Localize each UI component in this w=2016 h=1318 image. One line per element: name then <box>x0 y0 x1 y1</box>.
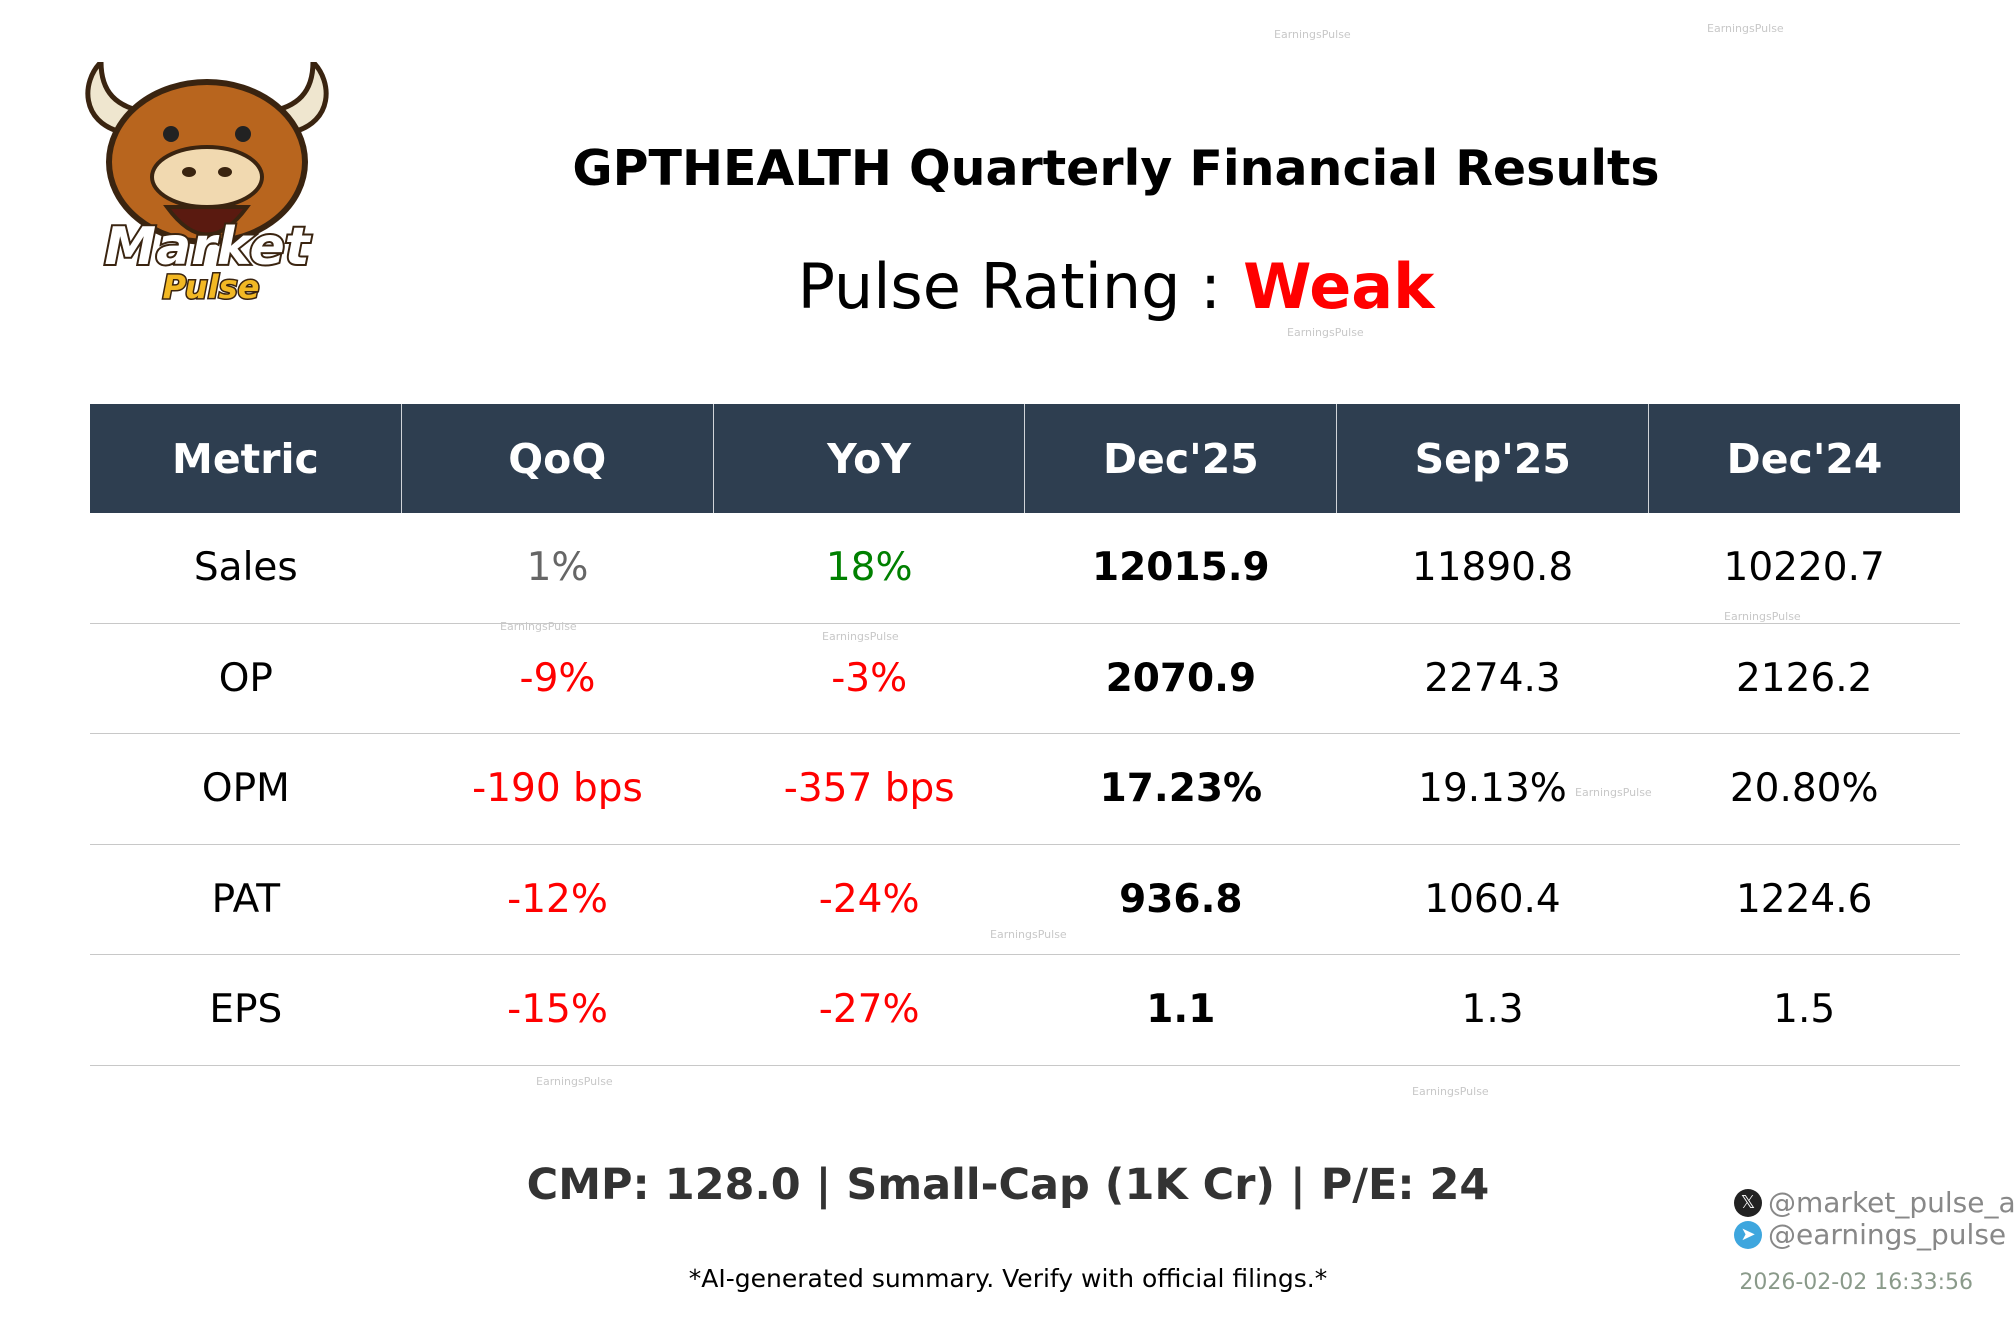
table-cell: 2070.9 <box>1105 655 1257 701</box>
summary: CMP: 128.0 | Small-Cap (1K Cr) | P/E: 24 <box>526 1160 1490 1210</box>
table-cell: 1.3 <box>1461 987 1524 1033</box>
rating-value: Weak <box>1243 250 1435 323</box>
logo: Market Pulse <box>85 62 329 308</box>
handle: @earnings_pulse <box>1768 1218 2007 1251</box>
watermark: EarningsPulse <box>990 928 1067 941</box>
table-cell: 936.8 <box>1119 876 1243 922</box>
table-cell: 19.13% <box>1418 766 1567 812</box>
table-cell: 2126.2 <box>1735 655 1873 701</box>
table-cell: 1224.6 <box>1735 876 1873 922</box>
watermark: EarningsPulse <box>1274 28 1351 41</box>
watermark: EarningsPulse <box>536 1075 613 1088</box>
table-cell: -9% <box>519 655 596 701</box>
column-header: Sep'25 <box>1337 404 1650 513</box>
watermark: EarningsPulse <box>1412 1085 1489 1098</box>
table-cell: 10220.7 <box>1723 545 1885 591</box>
watermark: EarningsPulse <box>822 630 899 643</box>
table-cell: 12015.9 <box>1092 545 1270 591</box>
table-row: Sales 1% 18% 12015.9 11890.8 10220.7 <box>90 513 1960 624</box>
table-cell: -27% <box>818 987 920 1033</box>
table-cell: 1% <box>526 545 589 591</box>
column-header: Dec'25 <box>1025 404 1338 513</box>
social-x: 𝕏 @market_pulse_ai <box>1734 1186 2016 1219</box>
table-cell: -15% <box>507 987 608 1033</box>
x-icon: 𝕏 <box>1734 1188 1762 1217</box>
timestamp: 2026-02-02 16:33:56 <box>1739 1270 1973 1295</box>
telegram-icon: ➤ <box>1734 1220 1762 1249</box>
table-row: OPM -190 bps -357 bps 17.23% 19.13% 20.80% <box>90 734 1960 845</box>
table-cell: 18% <box>825 545 913 591</box>
table-cell: 2274.3 <box>1424 655 1561 701</box>
social-telegram: ➤ @earnings_pulse <box>1734 1218 2006 1251</box>
table-cell: -12% <box>507 876 608 922</box>
disclaimer: *AI-generated summary. Verify with offic… <box>688 1264 1328 1293</box>
watermark: EarningsPulse <box>1707 22 1784 35</box>
table-cell: 20.80% <box>1729 766 1879 812</box>
logo-text: Pulse <box>163 268 260 306</box>
watermark: EarningsPulse <box>1724 610 1801 623</box>
table-cell: 1.5 <box>1773 987 1836 1033</box>
rating: Pulse Rating : Weak <box>0 250 2016 323</box>
table-cell: -24% <box>818 876 920 922</box>
column-header: Dec'24 <box>1726 434 1883 483</box>
table-row: PAT -12% -24% 936.8 1060.4 1224.6 <box>90 845 1960 955</box>
table-cell: PAT <box>211 876 281 922</box>
watermark: EarningsPulse <box>1287 326 1364 339</box>
column-header: QoQ <box>402 404 714 513</box>
column-header: YoY <box>714 404 1026 513</box>
logo-text: Market <box>104 217 311 277</box>
rating-label: Pulse Rating : <box>797 250 1222 323</box>
table-cell: 11890.8 <box>1411 545 1574 591</box>
table-cell: -190 bps <box>472 766 643 812</box>
table-cell: Sales <box>193 545 298 591</box>
table-cell: -3% <box>831 655 908 701</box>
watermark: EarningsPulse <box>500 620 577 633</box>
title: GPTHEALTH Quarterly Financial Results <box>572 140 1660 197</box>
handle: @market_pulse_ai <box>1768 1186 2016 1219</box>
table-cell: OP <box>218 655 273 701</box>
table-cell: 1.1 <box>1146 987 1216 1033</box>
table-cell: 1060.4 <box>1424 876 1561 922</box>
table-row: EPS -15% -27% 1.1 1.3 1.5 <box>90 955 1960 1066</box>
table-cell: 17.23% <box>1099 766 1263 812</box>
watermark: EarningsPulse <box>1575 786 1652 799</box>
table-cell: OPM <box>201 766 290 812</box>
column-header: Metric <box>90 404 402 513</box>
table-cell: -357 bps <box>783 766 955 812</box>
table-row: OP -9% -3% 2070.9 2274.3 2126.2 <box>90 624 1960 734</box>
table-cell: EPS <box>209 987 283 1033</box>
results-table: Metric QoQ YoY Dec'25 Sep'25 Dec'24 Sales 1% 18%… <box>90 404 1960 1066</box>
header-row: Metric QoQ YoY Dec'25 Sep'25 Dec'24 <box>90 404 1960 513</box>
